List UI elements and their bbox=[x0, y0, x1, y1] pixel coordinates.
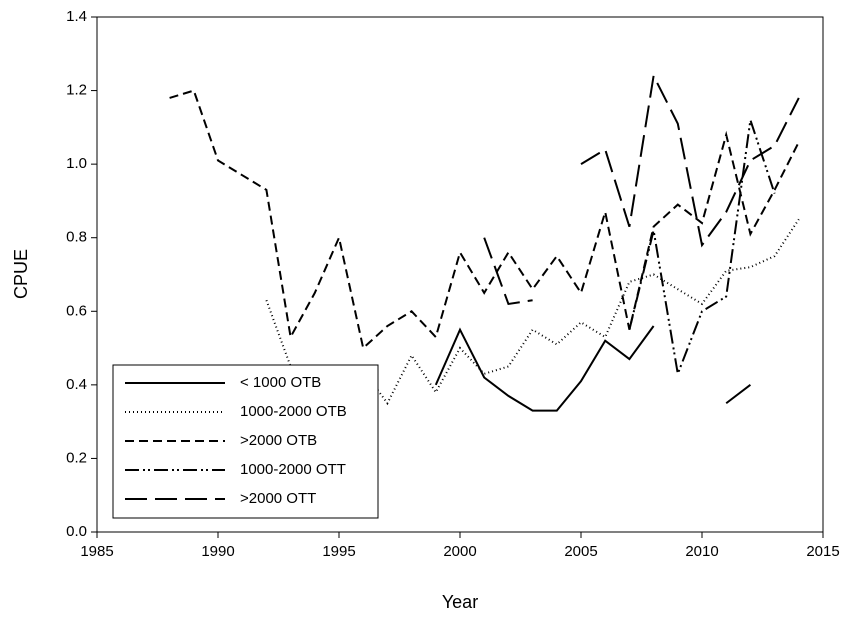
y-axis-title: CPUE bbox=[11, 249, 31, 299]
legend-label: < 1000 OTB bbox=[240, 374, 321, 391]
legend-label: >2000 OTT bbox=[240, 490, 316, 507]
series-line bbox=[483, 72, 800, 306]
y-tick-label: 1.4 bbox=[66, 8, 87, 25]
legend-label: 1000-2000 OTB bbox=[240, 403, 347, 420]
legend-label: >2000 OTB bbox=[240, 432, 317, 449]
x-tick-label: 2005 bbox=[564, 543, 597, 560]
y-tick-label: 1.0 bbox=[66, 155, 87, 172]
y-tick-label: 0.4 bbox=[66, 376, 87, 393]
y-tick-label: 0.0 bbox=[66, 523, 87, 540]
x-tick-label: 1995 bbox=[322, 543, 355, 560]
x-axis-title: Year bbox=[442, 592, 478, 612]
series-line bbox=[628, 119, 776, 378]
y-tick-label: 0.2 bbox=[66, 449, 87, 466]
x-tick-label: 2015 bbox=[806, 543, 839, 560]
x-tick-label: 1985 bbox=[80, 543, 113, 560]
series-line bbox=[169, 89, 800, 350]
series-line bbox=[434, 325, 752, 412]
legend-label: 1000-2000 OTT bbox=[240, 461, 346, 478]
y-tick-label: 0.8 bbox=[66, 229, 87, 246]
x-tick-label: 2000 bbox=[443, 543, 476, 560]
x-tick-label: 1990 bbox=[201, 543, 234, 560]
y-tick-label: 0.6 bbox=[66, 302, 87, 319]
y-tick-label: 1.2 bbox=[66, 82, 87, 99]
x-tick-label: 2010 bbox=[685, 543, 718, 560]
